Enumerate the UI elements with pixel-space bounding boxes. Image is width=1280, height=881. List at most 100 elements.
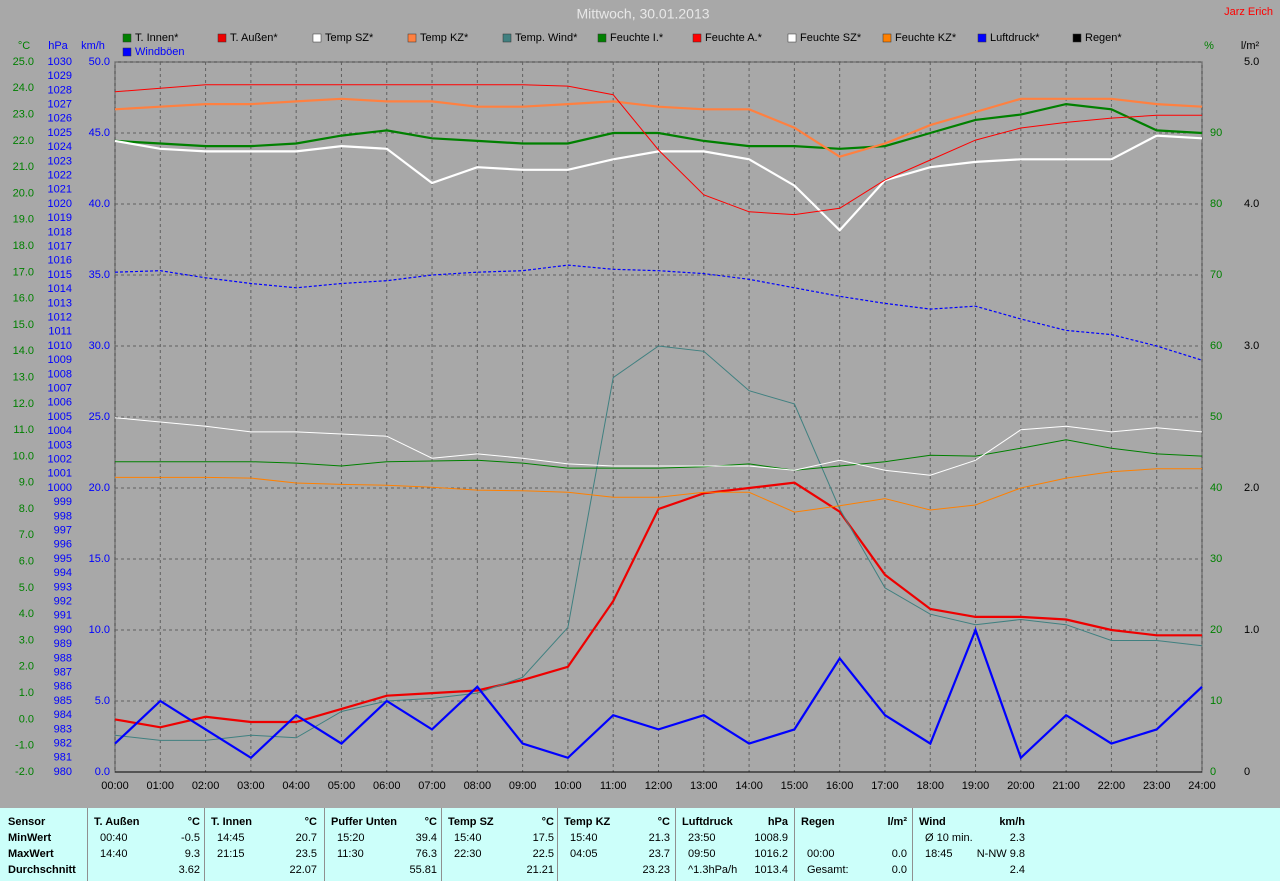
x-tick-label: 23:00	[1143, 780, 1171, 792]
y-tick-label: 2.0	[19, 661, 34, 673]
series-line	[115, 468, 1202, 513]
stat-value: 1008.9	[754, 832, 788, 844]
legend-label: Feuchte A.*	[705, 32, 763, 44]
legend-label: Regen*	[1085, 32, 1122, 44]
group-unit: °C	[541, 816, 554, 828]
row-label: Sensor	[8, 816, 46, 828]
x-tick-label: 24:00	[1188, 780, 1216, 792]
y-tick-label: 15.0	[89, 553, 110, 565]
y-tick-label: 994	[54, 567, 72, 579]
y-tick-label: 25.0	[13, 56, 34, 68]
y-tick-label: 17.0	[13, 266, 34, 278]
stat-value: 3.62	[178, 864, 200, 876]
y-tick-label: 20.0	[13, 187, 34, 199]
x-tick-label: 20:00	[1007, 780, 1035, 792]
legend-label: Feuchte KZ*	[895, 32, 957, 44]
series-line	[114, 84, 1202, 216]
y-tick-label: 981	[54, 752, 72, 764]
y-tick-label: 20	[1210, 624, 1222, 636]
y-tick-label: 1004	[48, 425, 72, 437]
stat-value: -0.5	[181, 832, 200, 844]
y-tick-label: 2.0	[1244, 482, 1259, 494]
legend-label: T. Innen*	[135, 32, 179, 44]
series-line	[114, 264, 1203, 361]
y-tick-label: 8.0	[19, 503, 34, 515]
stat-value: 21.21	[526, 864, 554, 876]
y-tick-label: 40.0	[89, 198, 110, 210]
legend-label: Feuchte SZ*	[800, 32, 862, 44]
y-tick-label: 1013	[48, 297, 72, 309]
x-tick-label: 06:00	[373, 780, 401, 792]
stat-time: 15:40	[570, 832, 598, 844]
stat-time: 18:45	[925, 848, 953, 860]
stats-panel: Sensor MinWert MaxWert Durchschnitt T. Außen…	[0, 808, 1280, 881]
x-tick-label: 10:00	[554, 780, 582, 792]
y-tick-label: 1005	[48, 411, 72, 423]
y-tick-label: 11.0	[13, 424, 34, 436]
y-tick-label: 70	[1210, 269, 1222, 281]
x-tick-label: 07:00	[418, 780, 446, 792]
legend-label: Temp. Wind*	[515, 32, 578, 44]
legend-swatch	[787, 33, 797, 43]
stat-value: 76.3	[415, 848, 437, 860]
y-tick-label: 995	[54, 553, 72, 565]
x-tick-label: 22:00	[1098, 780, 1126, 792]
legend-swatch	[217, 33, 227, 43]
legend-label: Windböen	[135, 46, 185, 58]
y-tick-label: 1003	[48, 439, 72, 451]
group-unit: °C	[187, 816, 200, 828]
stat-time: 14:45	[217, 832, 245, 844]
y-tick-label: 4.0	[1244, 198, 1259, 210]
y-tick-label: 1018	[48, 226, 72, 238]
y-tick-label: -1.0	[15, 740, 34, 752]
y-tick-label: 50.0	[89, 56, 110, 68]
y-tick-label: 60	[1210, 340, 1222, 352]
y-tick-label: 992	[54, 596, 72, 608]
y-tick-label: 1001	[48, 468, 72, 480]
y-tick-label: 1017	[48, 241, 72, 253]
y-tick-label: 10.0	[13, 450, 34, 462]
axis-unit: %	[1204, 40, 1214, 52]
y-tick-label: 10	[1210, 695, 1222, 707]
y-tick-label: 1024	[48, 141, 72, 153]
x-tick-label: 02:00	[192, 780, 220, 792]
x-tick-label: 12:00	[645, 780, 673, 792]
y-tick-label: 991	[54, 610, 72, 622]
series-line	[114, 102, 1203, 150]
stat-time: 15:40	[454, 832, 482, 844]
stat-time: 21:15	[217, 848, 245, 860]
series-line	[114, 97, 1203, 158]
author: Jarz Erich	[1224, 6, 1273, 18]
y-tick-label: -2.0	[15, 766, 34, 778]
series-line	[114, 134, 1203, 232]
group-unit: °C	[657, 816, 670, 828]
y-tick-label: 16.0	[13, 293, 34, 305]
group-name: T. Innen	[211, 816, 252, 828]
group-name: Regen	[801, 816, 835, 828]
series-line	[114, 345, 1203, 741]
y-tick-label: 990	[54, 624, 72, 636]
x-tick-label: 09:00	[509, 780, 537, 792]
y-tick-label: 7.0	[19, 529, 34, 541]
y-tick-label: 1.0	[19, 687, 34, 699]
stat-value: 22.07	[289, 864, 317, 876]
stat-value: 2.4	[1009, 864, 1025, 876]
y-tick-label: 21.0	[13, 161, 34, 173]
group-unit: l/m²	[887, 816, 907, 828]
y-tick-label: 1007	[48, 383, 72, 395]
legend-label: Temp SZ*	[325, 32, 374, 44]
stat-value: 0.0	[891, 848, 907, 860]
y-tick-label: 1016	[48, 255, 72, 267]
stat-value: 0.0	[891, 864, 907, 876]
axis-unit: l/m²	[1241, 40, 1260, 52]
stat-value: 21.3	[648, 832, 670, 844]
x-tick-label: 08:00	[464, 780, 492, 792]
y-tick-label: 1023	[48, 155, 72, 167]
stat-time: 04:05	[570, 848, 598, 860]
y-tick-label: 1.0	[1244, 624, 1259, 636]
y-tick-label: 90	[1210, 127, 1222, 139]
legend-swatch	[977, 33, 987, 43]
legend-label: Temp KZ*	[420, 32, 469, 44]
x-tick-label: 11:00	[600, 780, 627, 792]
stat-value: 23.23	[642, 864, 670, 876]
